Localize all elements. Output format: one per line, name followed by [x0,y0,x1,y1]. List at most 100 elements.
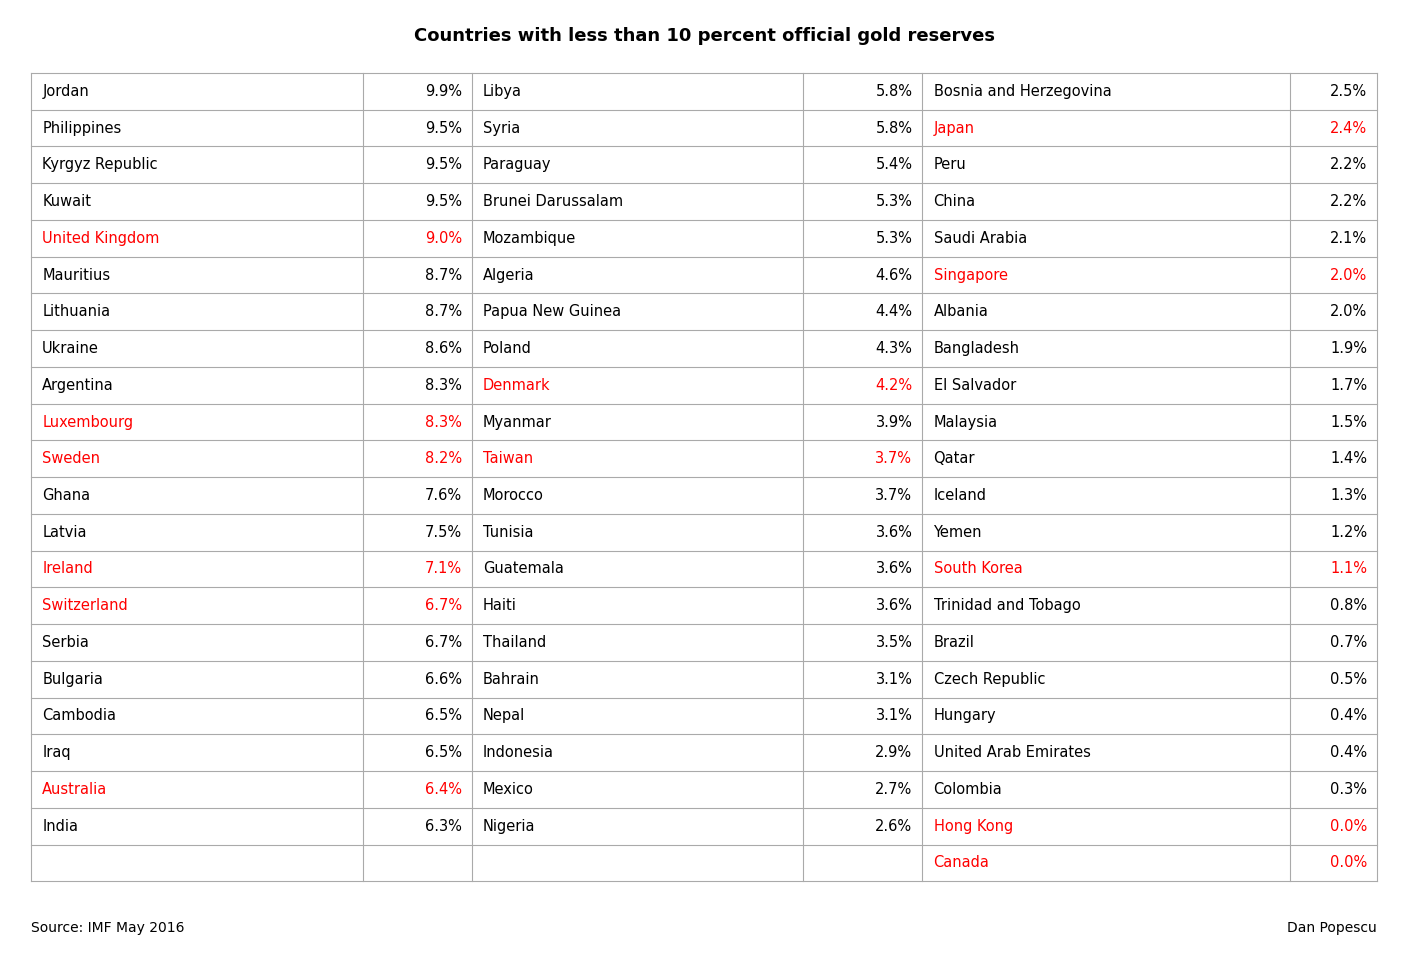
Text: 1.2%: 1.2% [1331,525,1367,540]
Text: Latvia: Latvia [42,525,87,540]
Text: Argentina: Argentina [42,378,114,393]
Text: Iraq: Iraq [42,745,70,760]
Text: Haiti: Haiti [483,598,517,613]
Text: 2.2%: 2.2% [1331,194,1367,209]
Text: 1.9%: 1.9% [1331,341,1367,356]
Text: Tunisia: Tunisia [483,525,534,540]
Text: Ukraine: Ukraine [42,341,99,356]
Text: Sweden: Sweden [42,451,100,467]
Text: Malaysia: Malaysia [934,415,998,429]
Text: 1.7%: 1.7% [1331,378,1367,393]
Text: 8.7%: 8.7% [425,268,462,282]
Text: Albania: Albania [934,304,988,320]
Text: 2.6%: 2.6% [876,819,912,833]
Text: 9.5%: 9.5% [425,194,462,209]
Text: Bahrain: Bahrain [483,672,539,686]
Text: Hong Kong: Hong Kong [934,819,1012,833]
Text: 4.2%: 4.2% [876,378,912,393]
Text: Syria: Syria [483,121,520,135]
Text: Serbia: Serbia [42,635,89,650]
Text: 2.9%: 2.9% [876,745,912,760]
Text: El Salvador: El Salvador [934,378,1015,393]
Text: 1.4%: 1.4% [1331,451,1367,467]
Text: 5.3%: 5.3% [876,230,912,246]
Text: Poland: Poland [483,341,532,356]
Text: Brunei Darussalam: Brunei Darussalam [483,194,624,209]
Text: 5.3%: 5.3% [876,194,912,209]
Text: Yemen: Yemen [934,525,981,540]
Text: Cambodia: Cambodia [42,708,117,724]
Text: 0.0%: 0.0% [1331,819,1367,833]
Text: Denmark: Denmark [483,378,551,393]
Text: Czech Republic: Czech Republic [934,672,1045,686]
Text: Nigeria: Nigeria [483,819,535,833]
Text: 4.3%: 4.3% [876,341,912,356]
Text: 6.3%: 6.3% [425,819,462,833]
Text: 0.3%: 0.3% [1331,782,1367,797]
Text: 4.4%: 4.4% [876,304,912,320]
Text: 8.6%: 8.6% [425,341,462,356]
Text: Brazil: Brazil [934,635,974,650]
Text: Thailand: Thailand [483,635,546,650]
Text: 0.8%: 0.8% [1331,598,1367,613]
Text: 3.7%: 3.7% [876,488,912,503]
Text: Switzerland: Switzerland [42,598,128,613]
Text: Nepal: Nepal [483,708,525,724]
Text: Mauritius: Mauritius [42,268,110,282]
Text: Mozambique: Mozambique [483,230,576,246]
Text: 3.1%: 3.1% [876,672,912,686]
Text: 2.2%: 2.2% [1331,157,1367,172]
Text: 0.7%: 0.7% [1331,635,1367,650]
Text: United Kingdom: United Kingdom [42,230,159,246]
Text: 9.5%: 9.5% [425,157,462,172]
Text: Qatar: Qatar [934,451,974,467]
Text: Bosnia and Herzegovina: Bosnia and Herzegovina [934,84,1111,99]
Text: Bulgaria: Bulgaria [42,672,103,686]
Text: Ireland: Ireland [42,562,93,576]
Text: 5.8%: 5.8% [876,121,912,135]
Text: Saudi Arabia: Saudi Arabia [934,230,1026,246]
Text: Trinidad and Tobago: Trinidad and Tobago [934,598,1080,613]
Text: 4.6%: 4.6% [876,268,912,282]
Text: Libya: Libya [483,84,522,99]
Text: 2.0%: 2.0% [1331,268,1367,282]
Text: 8.7%: 8.7% [425,304,462,320]
Text: 9.9%: 9.9% [425,84,462,99]
Text: Bangladesh: Bangladesh [934,341,1019,356]
Text: Ghana: Ghana [42,488,90,503]
Text: Peru: Peru [934,157,966,172]
Text: 2.0%: 2.0% [1331,304,1367,320]
Text: 3.1%: 3.1% [876,708,912,724]
Text: Dan Popescu: Dan Popescu [1287,922,1377,935]
Text: 6.7%: 6.7% [425,635,462,650]
Text: Algeria: Algeria [483,268,535,282]
Text: 0.4%: 0.4% [1331,708,1367,724]
Text: 6.6%: 6.6% [425,672,462,686]
Text: Japan: Japan [934,121,974,135]
Text: 8.2%: 8.2% [425,451,462,467]
Text: 9.5%: 9.5% [425,121,462,135]
Text: 6.4%: 6.4% [425,782,462,797]
Text: Papua New Guinea: Papua New Guinea [483,304,621,320]
Text: 3.6%: 3.6% [876,562,912,576]
Text: 1.5%: 1.5% [1331,415,1367,429]
Text: Kuwait: Kuwait [42,194,92,209]
Text: Colombia: Colombia [934,782,1002,797]
Text: Jordan: Jordan [42,84,89,99]
Text: Hungary: Hungary [934,708,995,724]
Text: 8.3%: 8.3% [425,378,462,393]
Text: 3.7%: 3.7% [876,451,912,467]
Text: Source: IMF May 2016: Source: IMF May 2016 [31,922,184,935]
Text: 3.6%: 3.6% [876,598,912,613]
Text: Philippines: Philippines [42,121,121,135]
Text: 3.5%: 3.5% [876,635,912,650]
Text: 2.1%: 2.1% [1331,230,1367,246]
Text: Paraguay: Paraguay [483,157,552,172]
Text: 7.5%: 7.5% [425,525,462,540]
Text: China: China [934,194,976,209]
Text: India: India [42,819,79,833]
Text: 7.1%: 7.1% [425,562,462,576]
Text: 0.0%: 0.0% [1331,855,1367,871]
Text: Indonesia: Indonesia [483,745,553,760]
Text: Myanmar: Myanmar [483,415,552,429]
